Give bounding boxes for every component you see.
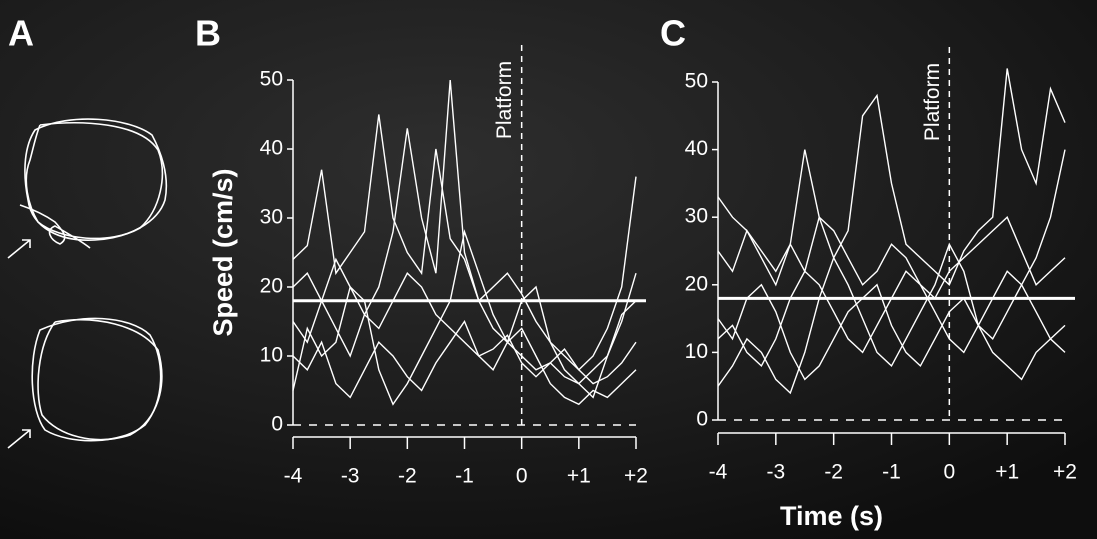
- speed-trace: [717, 215, 1066, 300]
- speed-trace: [717, 149, 1066, 381]
- x-tick-label: -3: [341, 465, 360, 488]
- y-tick-label: 20: [685, 272, 708, 295]
- x-tick-label: +1: [995, 461, 1019, 484]
- y-tick-label: 10: [685, 340, 708, 363]
- x-tick-label: 0: [943, 461, 955, 484]
- annotation: Platform: [921, 63, 944, 141]
- arrow: [7, 239, 31, 259]
- trajectory: [31, 317, 162, 442]
- panel-label: B: [195, 13, 221, 54]
- y-tick-label: 40: [260, 137, 283, 160]
- speed-trace: [717, 68, 1066, 286]
- arrow: [7, 429, 31, 449]
- x-tick-label: -4: [709, 461, 728, 484]
- y-tick-label: 30: [260, 206, 283, 229]
- x-tick-label: -1: [882, 461, 901, 484]
- x-tick-label: -2: [824, 461, 843, 484]
- speed-trace: [717, 242, 1066, 395]
- y-tick-label: 50: [685, 70, 708, 93]
- y-tick-label: 20: [260, 275, 283, 298]
- panel-label: C: [660, 13, 686, 54]
- y-tick-label: 0: [696, 408, 708, 431]
- speed-trace: [292, 320, 637, 406]
- trajectory: [37, 319, 163, 441]
- x-tick-label: -1: [455, 465, 474, 488]
- x-tick-label: +2: [624, 465, 648, 488]
- speed-trace: [292, 229, 637, 406]
- y-tick-label: 10: [260, 344, 283, 367]
- y-tick-label: 30: [685, 205, 708, 228]
- trajectories: [7, 118, 168, 449]
- y-axis-label: Speed (cm/s): [208, 168, 238, 336]
- x-tick-label: 0: [516, 465, 528, 488]
- y-tick-label: 0: [271, 413, 283, 436]
- annotation: Platform: [493, 61, 516, 139]
- y-tick-label: 40: [685, 137, 708, 160]
- y-tick-label: 50: [260, 68, 283, 91]
- x-tick-label: -4: [284, 465, 303, 488]
- trajectory: [24, 118, 168, 241]
- trajectory: [19, 204, 91, 249]
- x-tick-label: -3: [766, 461, 785, 484]
- x-axis-label: Time (s): [780, 501, 883, 531]
- trajectory: [25, 122, 164, 240]
- panel-label: A: [8, 13, 34, 54]
- x-tick-label: +2: [1053, 461, 1077, 484]
- x-tick-label: -2: [398, 465, 417, 488]
- x-tick-label: +1: [567, 465, 591, 488]
